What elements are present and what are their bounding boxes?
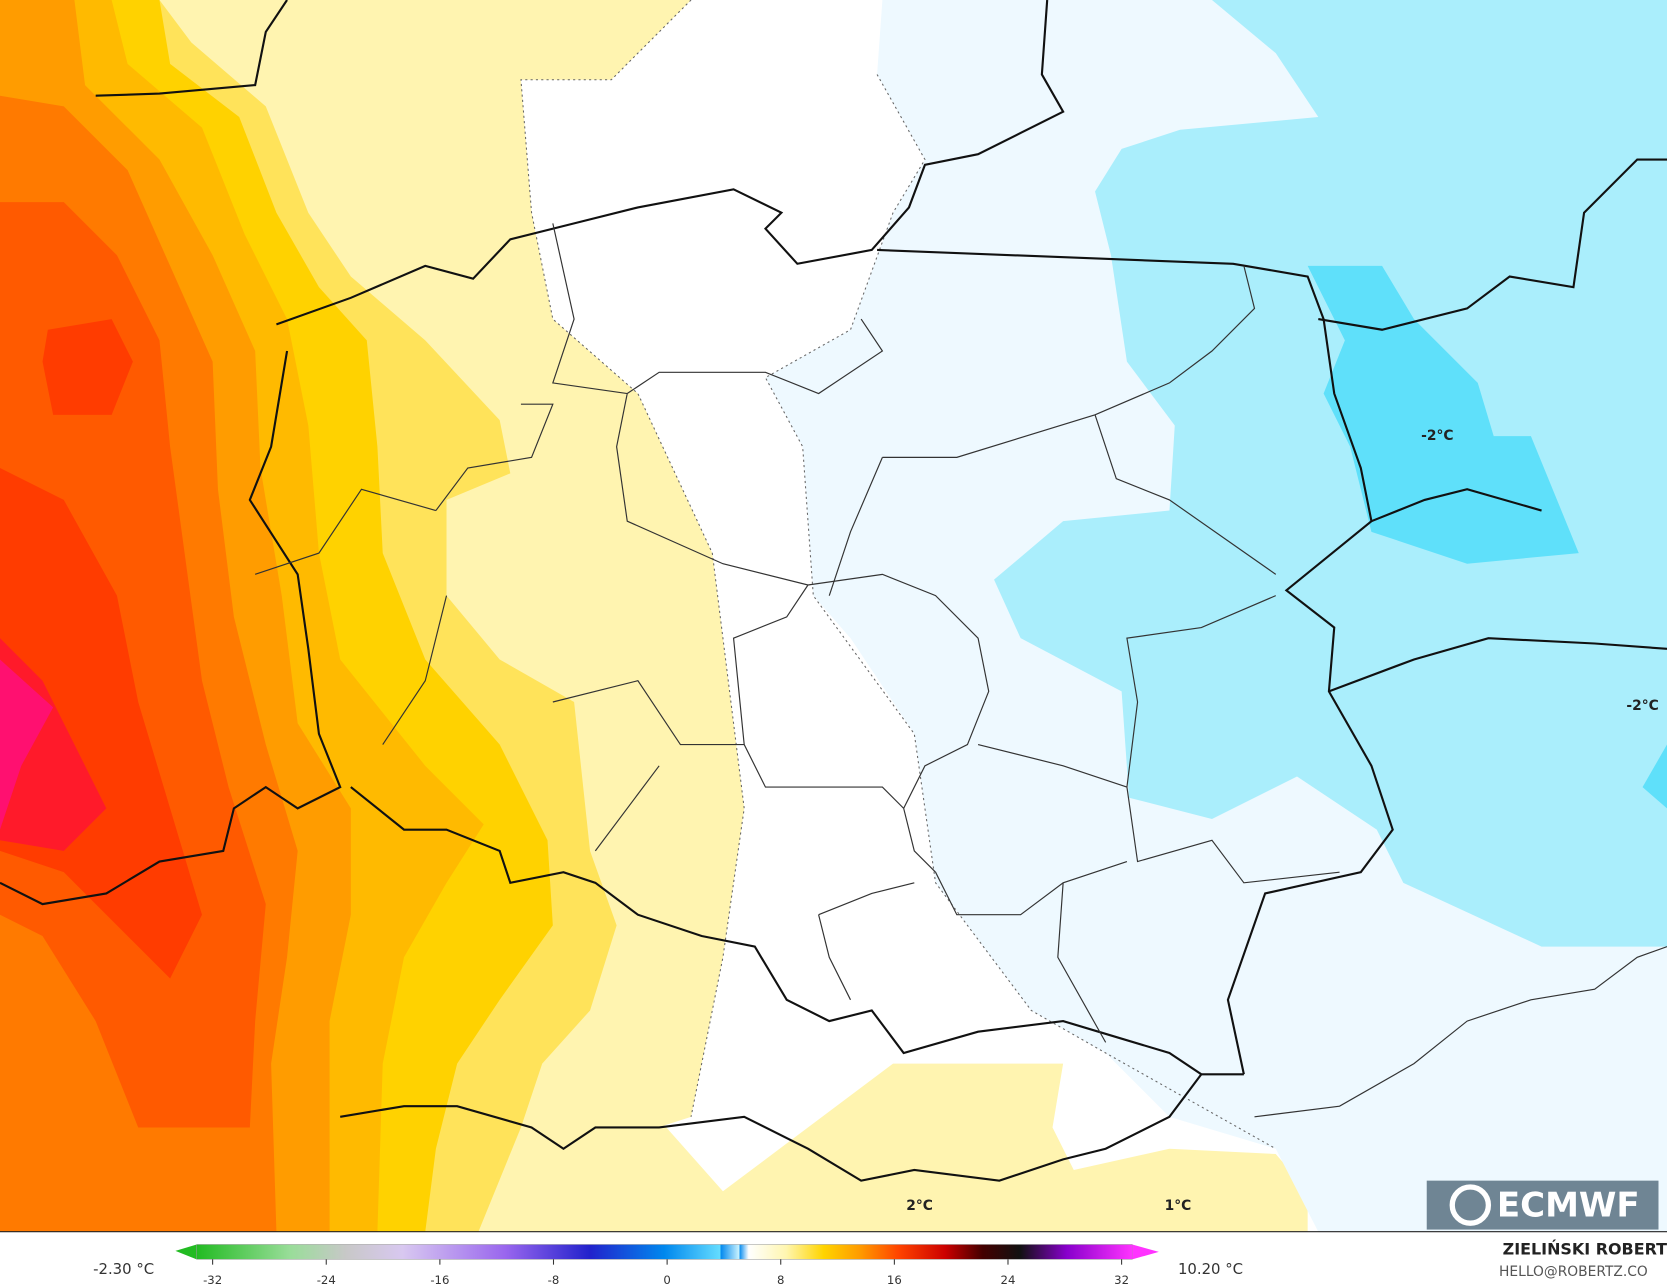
- colorbar-min-label: -2.30 °C: [93, 1260, 154, 1278]
- country-border: [340, 1073, 1203, 1182]
- country-border: [0, 350, 342, 906]
- country-border: [1318, 158, 1667, 693]
- map-label: -2°C: [1626, 698, 1658, 714]
- map-label: -2°C: [1421, 428, 1453, 444]
- colorbar-tick-label: 32: [1114, 1273, 1129, 1287]
- temp-band: [1307, 265, 1667, 809]
- colorbar-arrow: [1132, 1244, 1159, 1260]
- colorbar-max-label: 10.20 °C: [1178, 1260, 1243, 1278]
- colorbar-tick-label: 24: [1001, 1273, 1016, 1287]
- region-border: [254, 403, 745, 852]
- colorbar-tick-label: -24: [317, 1273, 336, 1287]
- map-label: 2°C: [906, 1198, 933, 1214]
- colorbar-tick-label: 16: [887, 1273, 902, 1287]
- logo-text: ECMWF: [1497, 1186, 1640, 1226]
- map-label: 1°C: [1165, 1198, 1192, 1214]
- colorbar-tick-label: -16: [430, 1273, 449, 1287]
- map: [0, 0, 1667, 1232]
- logo-icon: [1449, 1184, 1492, 1226]
- colorbar-tick-label: 8: [777, 1273, 784, 1287]
- contour-line: [520, 0, 745, 1117]
- colorbar: [175, 1244, 1159, 1260]
- coastline: [95, 0, 1065, 326]
- logo: ECMWF: [1426, 1180, 1659, 1230]
- temp-band: [994, 0, 1667, 947]
- temp-band: [0, 659, 54, 830]
- colorbar-tick-label: -8: [548, 1273, 560, 1287]
- colorbar-tick-label: -32: [203, 1273, 222, 1287]
- region-border: [552, 223, 990, 873]
- region-border: [828, 265, 1340, 884]
- region-border: [818, 860, 1667, 1118]
- contour-line: [764, 74, 1277, 1150]
- country-border: [877, 248, 1394, 1075]
- credit-name: ZIELIŃSKI ROBERT: [1503, 1239, 1667, 1258]
- country-border: [350, 786, 1244, 1076]
- credit-email: HELLO@ROBERTZ.CO: [1499, 1264, 1648, 1280]
- temp-band: [0, 202, 266, 1128]
- colorbar-tick-label: 0: [663, 1273, 670, 1287]
- colorbar-arrow: [175, 1244, 197, 1260]
- colorbar-bar: [196, 1244, 1133, 1260]
